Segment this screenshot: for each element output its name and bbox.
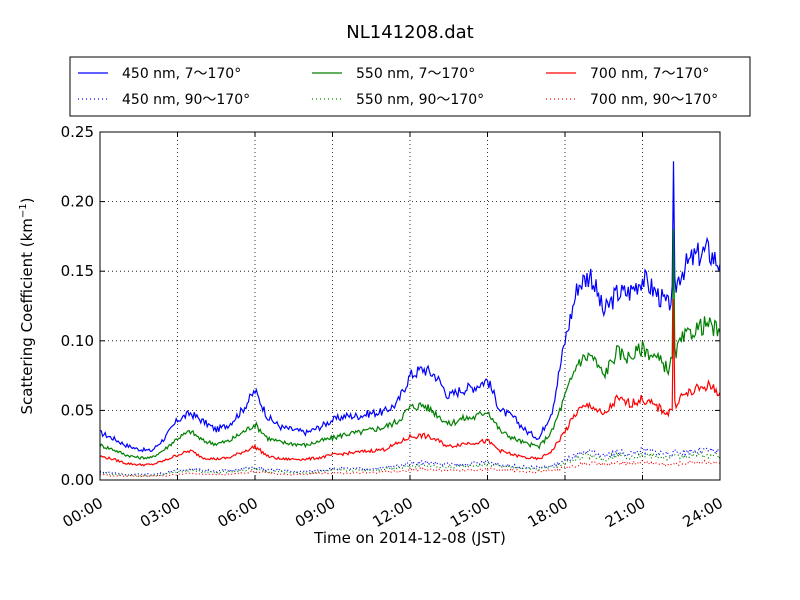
y-tick-label: 0.05 (61, 401, 94, 419)
y-axis-label-sup: −1 (18, 203, 29, 218)
legend-label-450-solid: 450 nm, 7～170° (122, 66, 241, 82)
legend-label-550-solid: 550 nm, 7～170° (356, 66, 475, 82)
legend-box (69, 56, 751, 117)
x-tick-label: 24:00 (680, 494, 726, 531)
x-tick-label: 21:00 (602, 494, 648, 531)
x-tick-label: 18:00 (525, 494, 571, 531)
x-tick-label: 06:00 (215, 494, 261, 531)
y-tick-label: 0.10 (61, 332, 94, 350)
x-tick-label: 09:00 (292, 494, 338, 531)
legend-label-450-dotted: 450 nm, 90～170° (122, 92, 250, 108)
legend-label-700-solid: 700 nm, 7～170° (590, 66, 709, 82)
y-axis-label-main: Scattering Coefficient (km (18, 218, 36, 414)
y-axis-label-tail: ) (18, 197, 36, 203)
series-line-0 (99, 161, 721, 453)
series-layer (99, 161, 721, 478)
y-tick-label: 0.20 (61, 193, 94, 211)
x-tick-label: 03:00 (137, 494, 183, 531)
x-tick-label: 15:00 (447, 494, 493, 531)
legend-label-550-dotted: 550 nm, 90～170° (356, 92, 484, 108)
plot-area (100, 132, 720, 480)
legend: 450 nm, 7～170° 550 nm, 7～170° 700 nm, 7～… (69, 56, 751, 117)
x-tick-label: 12:00 (370, 494, 416, 531)
series-line-1 (99, 229, 721, 460)
x-axis-label: Time on 2014-12-08 (JST) (313, 529, 506, 547)
chart-title: NL141208.dat (346, 22, 473, 43)
series-line-2 (99, 298, 721, 467)
grid (100, 132, 720, 480)
y-axis-label: Scattering Coefficient (km−1) (18, 197, 36, 414)
y-tick-label: 0.25 (61, 123, 94, 141)
series-line-4 (99, 450, 721, 478)
y-tick-label: 0.00 (61, 471, 94, 489)
y-tick-label: 0.15 (61, 262, 94, 280)
legend-label-700-dotted: 700 nm, 90～170° (590, 92, 718, 108)
x-tick-label: 00:00 (60, 494, 106, 531)
plot-frame (99, 131, 721, 481)
